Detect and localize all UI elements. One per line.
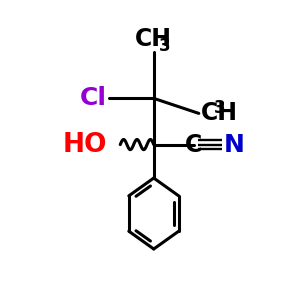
Text: 3: 3 [159, 37, 171, 55]
Text: 3: 3 [214, 99, 226, 117]
Text: CH: CH [135, 27, 172, 51]
Text: CH: CH [201, 101, 238, 125]
Text: Cl: Cl [80, 86, 107, 110]
Text: N: N [224, 133, 245, 157]
Text: HO: HO [63, 132, 108, 158]
Text: C: C [184, 133, 202, 157]
